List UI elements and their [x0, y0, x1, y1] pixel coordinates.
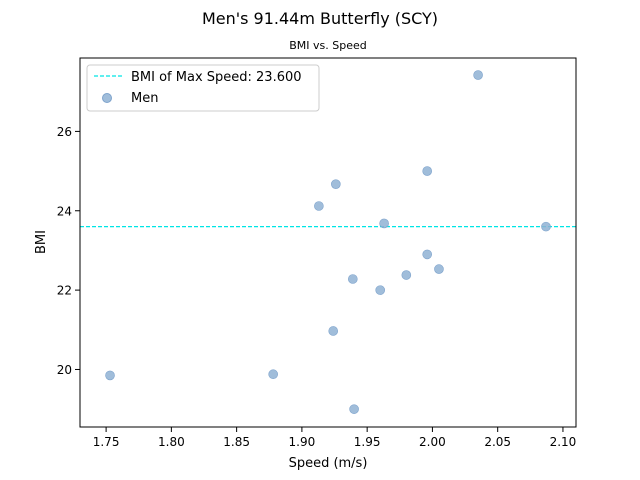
- x-tick-label: 1.85: [223, 435, 250, 449]
- data-point: [541, 221, 551, 232]
- y-tick-label: 26: [57, 125, 72, 139]
- legend-men-marker: [102, 93, 112, 103]
- data-point: [375, 285, 386, 295]
- chart-subtitle: BMI vs. Speed: [289, 39, 367, 52]
- data-point: [473, 70, 483, 80]
- y-tick-label: 22: [57, 284, 72, 298]
- data-points: [105, 70, 551, 414]
- data-point: [105, 370, 115, 381]
- data-point: [422, 166, 433, 176]
- x-axis-label: Speed (m/s): [289, 456, 368, 471]
- x-axis-ticks: 1.75 1.80 1.85 1.90 1.95 2.00 2.05 2.10: [93, 427, 577, 449]
- data-point: [268, 369, 278, 380]
- data-point: [349, 404, 359, 414]
- data-point: [434, 264, 444, 274]
- x-tick-label: 1.80: [158, 435, 185, 449]
- y-tick-label: 24: [57, 204, 72, 218]
- data-point: [328, 326, 339, 336]
- y-tick-label: 20: [57, 363, 72, 377]
- x-tick-label: 1.90: [289, 435, 316, 449]
- data-point: [401, 270, 412, 280]
- data-point: [314, 201, 324, 211]
- plot-area-frame: [79, 57, 577, 428]
- y-axis-ticks: 20 22 24 26: [57, 125, 80, 377]
- legend-men-label: Men: [131, 91, 158, 106]
- legend-reference-line-label: BMI of Max Speed: 23.600: [131, 70, 302, 85]
- data-point: [347, 274, 358, 284]
- x-tick-label: 2.05: [484, 435, 511, 449]
- data-point: [379, 218, 389, 229]
- legend-box: [86, 64, 320, 112]
- x-tick-label: 2.10: [550, 435, 577, 449]
- x-tick-label: 2.00: [419, 435, 446, 449]
- data-point: [331, 179, 341, 189]
- x-tick-label: 1.95: [354, 435, 381, 449]
- data-point: [422, 249, 433, 260]
- x-tick-label: 1.75: [93, 435, 120, 449]
- chart-title: Men's 91.44m Butterfly (SCY): [202, 9, 438, 28]
- y-axis-label: BMI: [34, 230, 49, 254]
- legend: BMI of Max Speed: 23.600 Men: [86, 64, 320, 112]
